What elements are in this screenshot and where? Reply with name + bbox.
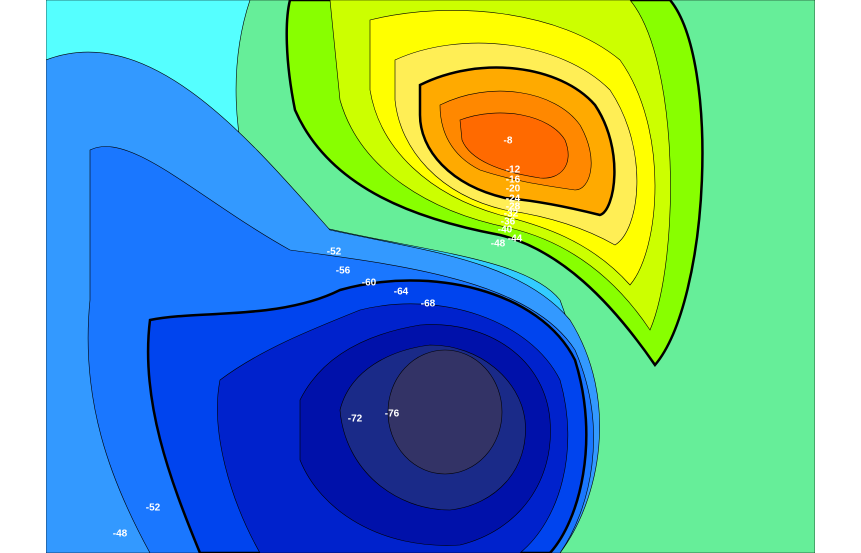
- contour-label: -60: [362, 278, 377, 289]
- contour-label: -32: [504, 209, 519, 220]
- contour-label: -48: [113, 529, 128, 540]
- contour-label: -56: [336, 266, 351, 277]
- contour-label: -8: [504, 136, 513, 147]
- contour-label: -12: [506, 165, 521, 176]
- contour-label: -16: [506, 175, 521, 186]
- contour-label: -64: [394, 287, 409, 298]
- contour-label: -28: [506, 202, 521, 213]
- map-field: [46, 0, 815, 553]
- contour-label: -52: [327, 247, 342, 258]
- contour-label: -20: [506, 184, 521, 195]
- contour-label: -44: [508, 234, 523, 245]
- contour-labels: -8-12-16-20-24-28-32-36-40-44-48-52-56-6…: [113, 136, 523, 540]
- contour-label: -72: [348, 414, 363, 425]
- contour-label: -48: [491, 239, 506, 250]
- contour-label: -76: [385, 409, 400, 420]
- contour-label: -52: [146, 503, 161, 514]
- contour-label: -40: [498, 225, 513, 236]
- contour-label: -68: [421, 299, 436, 310]
- contour-label: -24: [506, 194, 521, 205]
- contour-label: -36: [501, 217, 516, 228]
